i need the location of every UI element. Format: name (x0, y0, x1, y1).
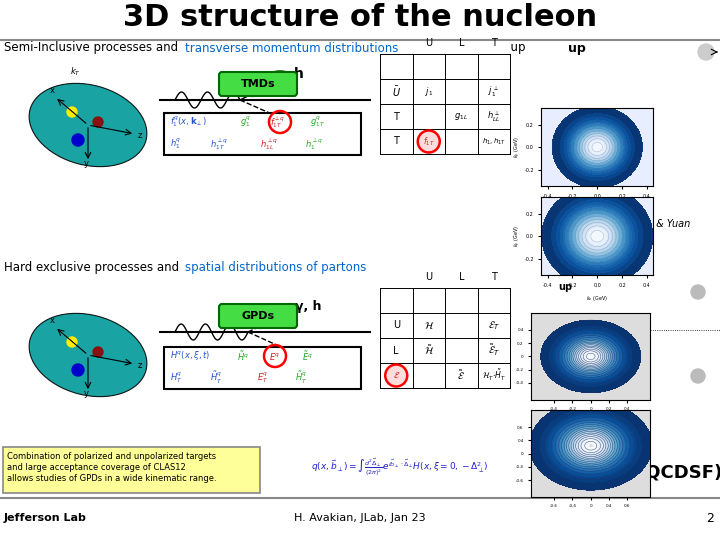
Text: $\tilde{\mathcal{E}}$: $\tilde{\mathcal{E}}$ (457, 368, 465, 382)
Text: allows studies of GPDs in a wide kinematic range.: allows studies of GPDs in a wide kinemat… (7, 474, 217, 483)
Text: $h_{1T}^{\perp q}$: $h_{1T}^{\perp q}$ (210, 136, 228, 152)
Text: T: T (393, 137, 399, 146)
Text: $\tilde{\mathcal{E}}_T$: $\tilde{\mathcal{E}}_T$ (487, 342, 500, 359)
Text: up: up (558, 282, 572, 292)
Text: $f_{1T}$: $f_{1T}$ (423, 135, 435, 148)
Text: $\bar{U}$: $\bar{U}$ (392, 84, 401, 98)
Text: $f_{1T}^{\perp q}$: $f_{1T}^{\perp q}$ (270, 114, 286, 130)
Text: $\mathcal{E}$: $\mathcal{E}$ (392, 370, 400, 381)
Ellipse shape (29, 83, 147, 167)
Text: $\mathcal{E}_T$: $\mathcal{E}_T$ (487, 319, 500, 332)
Text: $\bullet$ e: $\bullet$ e (168, 352, 185, 362)
Text: $g_{1L}$: $g_{1L}$ (454, 111, 468, 122)
Text: z: z (138, 361, 143, 369)
Text: $j_1$: $j_1$ (425, 85, 433, 98)
Text: x: x (50, 86, 55, 95)
Text: $f_1^q(x,\mathbf{k}_\perp)$: $f_1^q(x,\mathbf{k}_\perp)$ (170, 114, 207, 130)
X-axis label: $k_x$ (GeV): $k_x$ (GeV) (586, 205, 608, 213)
Text: $\tilde{H}^q$: $\tilde{H}^q$ (237, 349, 249, 363)
Text: T: T (491, 272, 497, 282)
FancyBboxPatch shape (219, 304, 297, 328)
Text: $E^q$: $E^q$ (269, 350, 281, 361)
Y-axis label: $k_y$ (GeV): $k_y$ (GeV) (513, 136, 523, 158)
FancyBboxPatch shape (219, 72, 297, 96)
FancyBboxPatch shape (3, 447, 260, 493)
Text: $\mathcal{H}_T\!\cdot\!\tilde{H}_T$: $\mathcal{H}_T\!\cdot\!\tilde{H}_T$ (482, 368, 506, 383)
Text: up: up (503, 42, 526, 55)
Circle shape (385, 364, 408, 387)
Text: spatial distributions of partons: spatial distributions of partons (185, 261, 366, 274)
Circle shape (691, 369, 705, 383)
Text: $\tilde{H}_T^q$: $\tilde{H}_T^q$ (210, 370, 222, 386)
Text: $H^q(x,\xi,t)$: $H^q(x,\xi,t)$ (170, 349, 210, 362)
Circle shape (67, 337, 77, 347)
Text: U: U (426, 272, 432, 282)
FancyBboxPatch shape (164, 113, 361, 155)
Text: L: L (394, 346, 399, 355)
Text: TMDs: TMDs (240, 79, 275, 89)
Text: $h_{1L}^{\perp q}$: $h_{1L}^{\perp q}$ (260, 136, 278, 152)
Text: $\mathcal{H}$: $\mathcal{H}$ (423, 320, 434, 331)
Text: x: x (50, 316, 55, 325)
Text: $j_1^\perp$: $j_1^\perp$ (488, 84, 499, 99)
Text: T: T (491, 38, 497, 48)
Text: Pasquini & Yuan: Pasquini & Yuan (612, 219, 690, 229)
Text: $\tilde{\mathcal{H}}$: $\tilde{\mathcal{H}}$ (423, 343, 434, 357)
Text: Jefferson Lab: Jefferson Lab (4, 513, 87, 523)
Text: down: down (568, 176, 606, 189)
Text: $h_{LL}^\perp$: $h_{LL}^\perp$ (487, 110, 500, 124)
Text: y: y (84, 389, 89, 398)
Circle shape (72, 134, 84, 146)
Circle shape (72, 364, 84, 376)
Text: T: T (393, 370, 399, 381)
Text: 2: 2 (706, 511, 714, 524)
Text: $H_T^q$: $H_T^q$ (170, 370, 182, 386)
Circle shape (93, 117, 103, 127)
Text: z: z (138, 131, 143, 139)
Y-axis label: $k_y$ (GeV): $k_y$ (GeV) (513, 225, 523, 247)
Text: $h_1^q$: $h_1^q$ (170, 137, 181, 151)
FancyBboxPatch shape (164, 347, 361, 389)
Text: (QCDSF): (QCDSF) (637, 463, 720, 481)
Circle shape (67, 107, 77, 117)
Text: $q(x,\vec{b}_\perp)=\int\frac{d^2\vec{\Delta}_\perp}{(2\pi)^2}e^{i\vec{b}_\perp\: $q(x,\vec{b}_\perp)=\int\frac{d^2\vec{\D… (311, 457, 489, 479)
Text: $\tilde{E}^q$: $\tilde{E}^q$ (302, 349, 313, 363)
Text: Semi-Inclusive processes and: Semi-Inclusive processes and (4, 42, 182, 55)
Text: y: y (84, 159, 89, 168)
Text: L: L (459, 272, 464, 282)
Text: $g_{1T}^q$: $g_{1T}^q$ (310, 114, 325, 130)
Text: $h_1^{\perp q}$: $h_1^{\perp q}$ (305, 136, 323, 152)
Text: Combination of polarized and unpolarized targets: Combination of polarized and unpolarized… (7, 452, 216, 461)
Circle shape (698, 44, 714, 60)
Text: $g_1^q$: $g_1^q$ (240, 114, 251, 130)
Text: h: h (294, 67, 304, 81)
Text: and large acceptance coverage of CLAS12: and large acceptance coverage of CLAS12 (7, 463, 186, 472)
Text: Hard exclusive processes and: Hard exclusive processes and (4, 261, 183, 274)
Text: L: L (459, 38, 464, 48)
Text: transverse momentum distributions: transverse momentum distributions (185, 42, 398, 55)
Circle shape (418, 131, 440, 152)
Ellipse shape (266, 305, 294, 321)
Circle shape (691, 285, 705, 299)
X-axis label: $k_x$ (GeV): $k_x$ (GeV) (586, 294, 608, 302)
Text: $k_T$: $k_T$ (70, 66, 81, 78)
Text: $\tilde{H}_T^q$: $\tilde{H}_T^q$ (295, 370, 307, 386)
Text: γ, h: γ, h (295, 300, 322, 313)
Text: $h_1,h_{1T}$: $h_1,h_{1T}$ (482, 137, 506, 146)
Text: H. Avakian, JLab, Jan 23: H. Avakian, JLab, Jan 23 (294, 513, 426, 523)
Ellipse shape (29, 313, 147, 397)
Circle shape (93, 347, 103, 357)
Text: down: down (558, 364, 588, 374)
Text: U: U (426, 38, 432, 48)
Text: 3D structure of the nucleon: 3D structure of the nucleon (123, 3, 597, 32)
Ellipse shape (266, 71, 294, 87)
Text: up: up (568, 42, 586, 55)
Text: U: U (392, 321, 400, 330)
Text: T: T (393, 111, 399, 122)
Text: GPDs: GPDs (241, 311, 274, 321)
Text: $E_T^q$: $E_T^q$ (257, 370, 269, 386)
